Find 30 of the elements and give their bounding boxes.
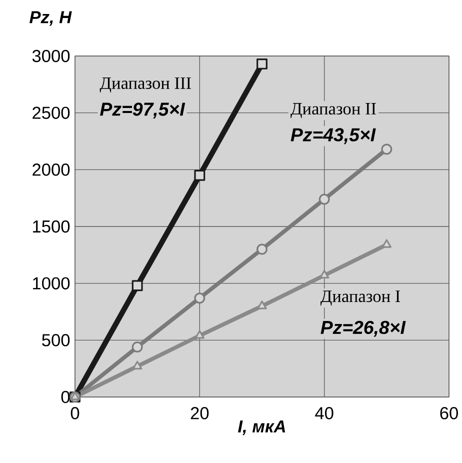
y-tick-label: 500 bbox=[42, 334, 70, 346]
point bbox=[256, 58, 268, 70]
annotation: Диапазон I bbox=[320, 290, 400, 306]
y-tick-label: 3000 bbox=[32, 50, 70, 62]
x-tick-label: 60 bbox=[440, 407, 458, 420]
annotation: Диапазон III bbox=[100, 77, 191, 92]
x-tick-label: 40 bbox=[315, 407, 334, 420]
point bbox=[256, 244, 268, 255]
point bbox=[132, 280, 143, 292]
y-tick-label: 1000 bbox=[33, 277, 70, 290]
x-axis-title: I, мкА bbox=[238, 420, 286, 436]
point bbox=[194, 330, 205, 339]
point bbox=[132, 342, 143, 352]
point bbox=[194, 292, 206, 304]
point bbox=[382, 239, 392, 248]
y-tick-label: 2500 bbox=[32, 106, 70, 119]
point bbox=[381, 144, 392, 155]
point bbox=[318, 194, 330, 205]
point bbox=[257, 300, 267, 310]
x-tick-label: 0 bbox=[70, 407, 80, 420]
y-tick-label: 2000 bbox=[32, 164, 70, 176]
point bbox=[194, 170, 206, 181]
annotation: Pz=97,5×I bbox=[100, 102, 186, 119]
annotation: Pz=43,5×I bbox=[290, 128, 376, 144]
y-axis-title: Pz, H bbox=[30, 11, 72, 26]
x-tick-label: 20 bbox=[190, 407, 209, 420]
y-tick-label: 1500 bbox=[33, 220, 70, 233]
annotation: Диапазон II bbox=[290, 103, 376, 118]
y-tick-label: 0 bbox=[61, 390, 70, 404]
annotation: Pz=26,8×I bbox=[320, 320, 406, 337]
